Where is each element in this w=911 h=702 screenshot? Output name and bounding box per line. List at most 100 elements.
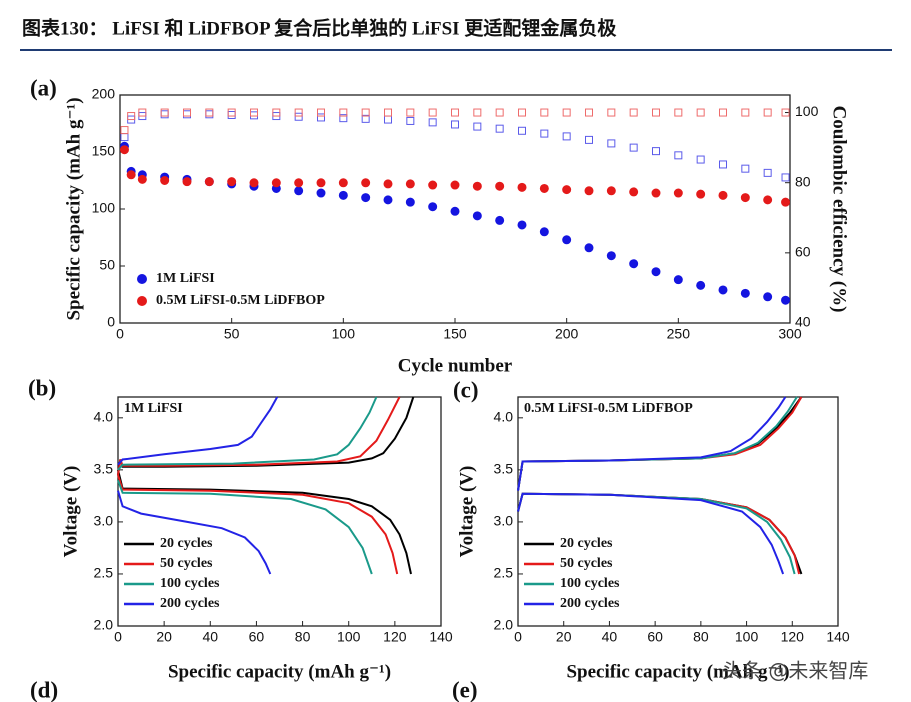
- data-point: [294, 108, 303, 117]
- data-point: [383, 195, 393, 205]
- data-point: [651, 267, 661, 277]
- y2-axis-label: Coulombic efficiency (%): [829, 106, 850, 313]
- x-tick-label: 80: [295, 629, 311, 645]
- data-point: [781, 197, 791, 207]
- inset-label: 0.5M LiFSI-0.5M LiDFBOP: [524, 401, 693, 416]
- data-point: [361, 178, 371, 188]
- data-point: [763, 168, 772, 177]
- data-point: [406, 116, 415, 125]
- legend-swatch: [137, 296, 147, 306]
- data-point: [250, 111, 258, 120]
- x-tick-label: 120: [781, 629, 805, 645]
- data-point: [160, 176, 170, 185]
- data-point: [718, 285, 728, 295]
- x-tick-label: 150: [443, 326, 467, 342]
- data-point: [652, 147, 660, 156]
- data-point: [562, 235, 572, 245]
- data-point: [585, 108, 593, 117]
- data-point: [781, 108, 790, 117]
- data-point: [317, 113, 325, 122]
- data-point: [719, 160, 727, 169]
- data-point: [120, 133, 129, 142]
- x-tick-label: 100: [332, 326, 356, 342]
- charge-curve: [517, 396, 787, 491]
- data-point: [763, 195, 773, 205]
- y2-tick-label: 40: [795, 314, 811, 330]
- y-axis-label: Voltage (V): [456, 466, 477, 558]
- data-point: [719, 108, 727, 117]
- discharge-curve: [517, 492, 785, 575]
- data-point: [518, 126, 526, 135]
- panel-label: (a): [30, 75, 57, 100]
- panel-label: (d): [30, 677, 58, 702]
- legend-label: 100 cycles: [560, 576, 620, 591]
- data-point: [450, 180, 460, 190]
- x-tick-label: 200: [555, 326, 579, 342]
- panel-label: (e): [452, 677, 478, 702]
- data-point: [361, 108, 370, 117]
- data-point: [294, 112, 303, 121]
- data-point: [740, 288, 750, 298]
- data-point: [294, 178, 304, 188]
- discharge-curve: [117, 469, 412, 575]
- data-point: [741, 108, 750, 117]
- data-point: [317, 108, 325, 117]
- data-point: [539, 227, 549, 237]
- data-point: [540, 108, 549, 117]
- data-point: [562, 185, 572, 195]
- data-point: [652, 108, 660, 117]
- data-point: [338, 178, 348, 188]
- data-point: [428, 180, 438, 190]
- y-tick-label: 50: [99, 257, 115, 273]
- data-point: [428, 108, 437, 117]
- x-axis-label: Cycle number: [398, 355, 513, 376]
- data-point: [517, 220, 527, 230]
- data-point: [405, 197, 415, 207]
- data-point: [271, 178, 281, 188]
- y-tick-label: 200: [92, 86, 116, 102]
- data-point: [606, 186, 616, 196]
- x-tick-label: 40: [602, 629, 618, 645]
- y-tick-label: 4.0: [94, 409, 114, 425]
- data-point: [138, 108, 147, 117]
- data-point: [338, 190, 348, 200]
- data-point: [718, 190, 728, 200]
- data-point: [451, 108, 459, 117]
- data-point: [629, 143, 638, 152]
- data-point: [127, 112, 136, 121]
- y-tick-label: 3.0: [94, 513, 114, 529]
- x-tick-label: 0: [114, 629, 122, 645]
- data-point: [539, 183, 549, 193]
- panel: (c) 0 20 40 60 80 100 120 140 2.0 2.5 3.0 3.5 4.0 Spec…: [453, 377, 850, 682]
- y-tick-label: 2.5: [94, 565, 114, 581]
- discharge-curve: [117, 474, 399, 575]
- x-tick-label: 300: [778, 326, 802, 342]
- x-tick-label: 140: [826, 629, 850, 645]
- data-point: [182, 177, 192, 187]
- data-point: [160, 108, 169, 117]
- y-tick-label: 2.5: [494, 565, 514, 581]
- data-point: [361, 193, 371, 203]
- data-point: [160, 110, 169, 119]
- data-point: [272, 108, 281, 117]
- data-point: [673, 275, 683, 285]
- data-point: [405, 179, 415, 189]
- data-point: [472, 211, 482, 221]
- data-point: [562, 108, 571, 117]
- data-point: [674, 108, 683, 117]
- data-point: [781, 173, 790, 182]
- data-point: [126, 170, 136, 180]
- data-point: [472, 181, 482, 191]
- charge-curve: [117, 396, 401, 476]
- y-tick-label: 150: [92, 143, 116, 159]
- legend-label: 20 cycles: [560, 536, 613, 551]
- watermark: 头条 @未来智库: [722, 659, 868, 683]
- charge-curve: [117, 396, 378, 471]
- data-point: [495, 215, 505, 225]
- data-point: [495, 181, 505, 191]
- x-tick-label: 0: [514, 629, 522, 645]
- data-point: [339, 108, 348, 117]
- inset-label: 1M LiFSI: [124, 401, 183, 416]
- legend-label: 1M LiFSI: [156, 271, 215, 286]
